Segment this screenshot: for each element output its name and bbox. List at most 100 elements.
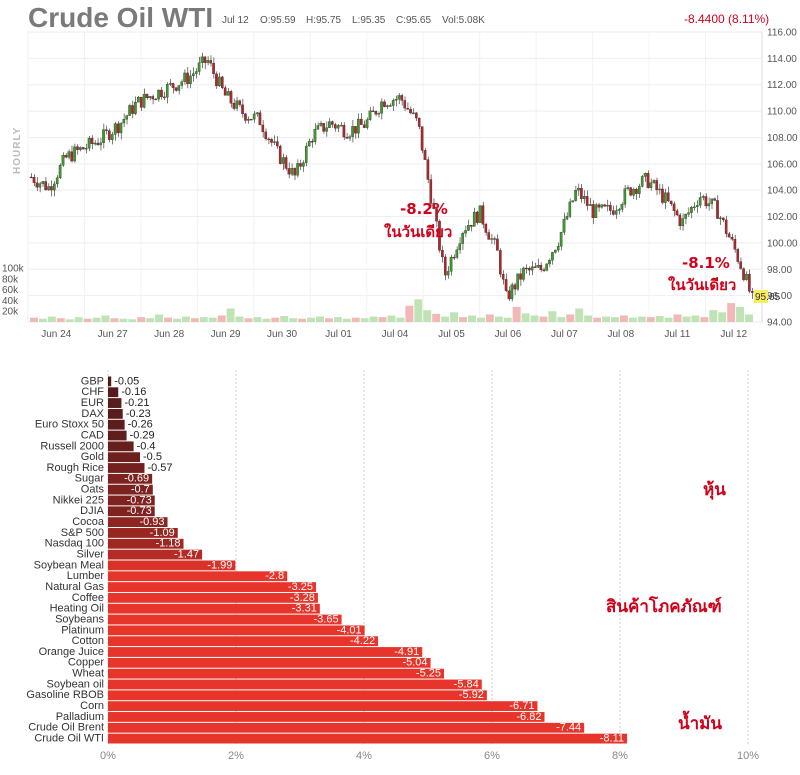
- value-label: -0.05: [114, 375, 139, 387]
- info-low: L:95.35: [352, 15, 386, 26]
- candle-body: [168, 83, 172, 85]
- performance-bar: [108, 528, 178, 538]
- volume-bar: [190, 318, 199, 322]
- volume-bar: [512, 306, 521, 322]
- candle-body: [125, 115, 129, 120]
- candle-body: [635, 189, 638, 194]
- candle-body: [614, 210, 618, 215]
- percent-tick-label: 2%: [228, 750, 244, 762]
- volume-bar: [432, 313, 441, 322]
- category-label: GBP: [81, 375, 104, 387]
- performance-bar: [108, 636, 379, 647]
- volume-bar: [289, 318, 298, 322]
- candle-body: [232, 103, 236, 109]
- volume-bar: [316, 316, 324, 322]
- candle-body: [53, 183, 56, 191]
- candle-body: [600, 204, 603, 208]
- category-label: Gasoline RBOB: [26, 689, 104, 701]
- candle-body: [235, 100, 239, 109]
- candle-body: [371, 110, 375, 113]
- value-label: -0.7: [131, 484, 150, 496]
- volume-bar: [137, 317, 146, 322]
- volume-bar: [396, 317, 405, 322]
- candle-body: [160, 89, 163, 98]
- volume-bar: [333, 317, 342, 322]
- price-grid: [27, 31, 763, 323]
- candle-body: [374, 111, 378, 115]
- candle-body: [163, 96, 166, 99]
- volume-bar: [476, 317, 485, 322]
- volume-bar: [56, 318, 65, 322]
- volume-bar: [745, 314, 753, 322]
- volume-bar: [450, 312, 459, 322]
- candle-body: [594, 204, 598, 218]
- candle-body: [154, 98, 157, 101]
- price-axis: 116.00 114.00 112.00 110.00 108.00 106.00 104.…: [767, 28, 798, 329]
- volume-bar: [610, 317, 619, 322]
- category-label: Nikkei 225: [53, 494, 104, 506]
- candle-body: [200, 56, 204, 63]
- candle-body: [183, 72, 186, 82]
- candle-body: [90, 137, 94, 144]
- candle-body: [646, 172, 650, 188]
- candle-body: [478, 205, 482, 223]
- candle-body: [238, 100, 241, 105]
- performance-bars: [108, 376, 628, 744]
- candle-body: [142, 93, 146, 108]
- candle-body: [417, 117, 421, 127]
- candle-body: [739, 261, 742, 269]
- candle-body: [73, 146, 76, 162]
- candle-body: [556, 246, 560, 251]
- volume-bar: [92, 317, 101, 322]
- performance-bar: [108, 722, 585, 733]
- volume-bar: [736, 306, 745, 322]
- candle-body: [693, 206, 696, 209]
- candle-body: [629, 187, 632, 196]
- candle-body: [96, 142, 100, 146]
- category-label: EUR: [81, 397, 104, 409]
- info-volume: Vol:5.08K: [442, 15, 485, 26]
- date-tick-label: Jun 29: [211, 329, 241, 340]
- volume-tick-label: 40k: [2, 296, 19, 307]
- candle-body: [58, 165, 62, 179]
- candle-body: [687, 212, 690, 215]
- value-label: -2.8: [265, 570, 284, 582]
- volume-bar: [173, 318, 181, 322]
- annotation-second-drop: -8.1% ในวันเดียว: [668, 254, 736, 294]
- candle-body: [574, 190, 577, 201]
- candle-body: [664, 192, 667, 203]
- value-label: -6.82: [516, 711, 541, 723]
- date-tick-label: Jul 11: [664, 329, 690, 340]
- candle-body: [461, 232, 464, 244]
- volume-bar: [378, 317, 387, 322]
- candle-body: [704, 196, 708, 207]
- candle-body: [724, 219, 728, 234]
- category-label: Crude Oil Brent: [28, 722, 104, 734]
- volume-bar: [128, 319, 137, 322]
- value-label: -1.09: [150, 527, 175, 539]
- value-label: -7.44: [556, 722, 581, 734]
- volume-bar: [441, 316, 450, 322]
- candle-body: [617, 209, 621, 211]
- candle-body: [134, 102, 137, 114]
- value-label: -0.93: [139, 516, 164, 528]
- volume-bar: [557, 317, 566, 322]
- volume-bar: [530, 315, 539, 322]
- candle-body: [530, 266, 534, 271]
- value-label: -5.04: [402, 657, 427, 669]
- performance-bar: [108, 625, 365, 636]
- candle-body: [435, 208, 438, 222]
- performance-bar: [108, 517, 168, 528]
- candle-body: [328, 121, 331, 128]
- volume-bar: [485, 314, 494, 322]
- candle-body: [420, 126, 424, 151]
- candle-body: [727, 233, 731, 238]
- candle-body: [281, 157, 285, 164]
- candle-body: [475, 211, 479, 223]
- candle-body: [362, 124, 366, 128]
- candle-body: [669, 200, 673, 204]
- volume-bar: [74, 317, 83, 322]
- candle-body: [345, 136, 349, 139]
